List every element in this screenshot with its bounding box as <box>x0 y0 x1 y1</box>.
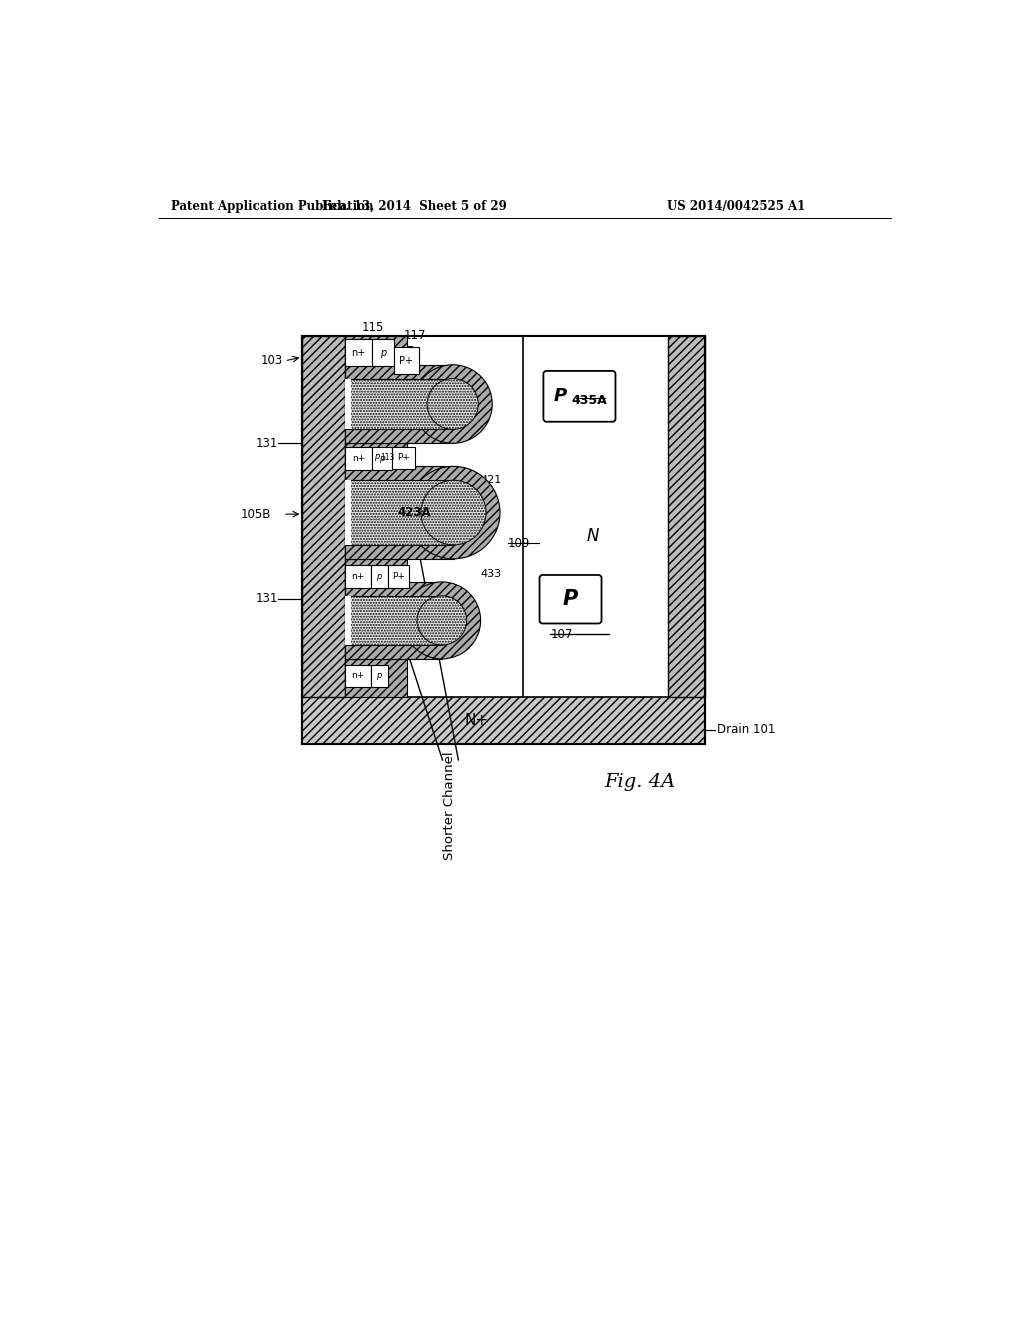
Text: N: N <box>587 527 599 545</box>
Bar <box>302 335 706 697</box>
FancyBboxPatch shape <box>544 371 615 422</box>
Text: P: P <box>554 387 567 405</box>
Ellipse shape <box>421 480 486 545</box>
Text: 113: 113 <box>380 454 394 462</box>
Bar <box>345 480 351 545</box>
Bar <box>345 545 454 558</box>
Ellipse shape <box>417 595 467 645</box>
Bar <box>345 595 442 645</box>
Text: US 2014/0042525 A1: US 2014/0042525 A1 <box>667 199 805 213</box>
Bar <box>302 335 706 743</box>
Text: Patent Application Publication: Patent Application Publication <box>171 199 373 213</box>
Ellipse shape <box>414 364 493 444</box>
Bar <box>345 645 442 659</box>
Text: 103: 103 <box>261 354 283 367</box>
Text: Fig. 4A: Fig. 4A <box>604 774 675 791</box>
Bar <box>302 335 345 697</box>
Ellipse shape <box>403 582 480 659</box>
Bar <box>345 582 442 595</box>
Text: P+: P+ <box>396 454 410 462</box>
Text: n+: n+ <box>352 454 366 463</box>
Text: P: P <box>563 589 579 610</box>
Bar <box>302 697 706 743</box>
Text: P+: P+ <box>392 572 404 581</box>
Bar <box>345 466 454 480</box>
Text: p: p <box>377 572 382 581</box>
Bar <box>391 447 415 469</box>
Text: 107: 107 <box>550 628 572 640</box>
Text: p: p <box>379 454 385 463</box>
Text: p: p <box>377 672 382 680</box>
Bar <box>345 379 351 429</box>
Bar <box>345 335 407 364</box>
Bar <box>345 364 453 379</box>
Bar <box>345 558 407 582</box>
Bar <box>372 447 391 470</box>
Bar <box>345 659 407 697</box>
Text: 433: 433 <box>480 569 502 579</box>
Text: 131: 131 <box>255 437 278 450</box>
Text: n+: n+ <box>351 672 365 680</box>
Bar <box>345 379 453 429</box>
Text: 105B: 105B <box>241 508 271 520</box>
Text: Shorter Channel: Shorter Channel <box>443 751 456 859</box>
Text: n+: n+ <box>351 348 366 358</box>
Bar <box>669 335 706 697</box>
Bar <box>388 565 410 589</box>
Bar <box>302 335 706 743</box>
Bar <box>345 480 454 545</box>
Text: 109: 109 <box>508 537 530 550</box>
Bar <box>345 595 351 645</box>
Text: N+: N+ <box>465 713 488 729</box>
Text: 131: 131 <box>255 593 278 606</box>
Bar <box>345 339 372 367</box>
Text: 423A: 423A <box>398 506 431 519</box>
Bar <box>371 565 388 589</box>
Text: P+: P+ <box>399 355 414 366</box>
Ellipse shape <box>407 466 500 558</box>
Text: 435A: 435A <box>571 395 607 408</box>
Text: Drain 101: Drain 101 <box>717 723 775 737</box>
Bar <box>345 447 372 470</box>
FancyBboxPatch shape <box>540 576 601 623</box>
Text: 115: 115 <box>361 321 384 334</box>
Bar <box>371 665 388 686</box>
Bar <box>394 347 419 374</box>
Bar <box>345 444 407 466</box>
Bar <box>372 339 394 367</box>
Text: n+: n+ <box>351 572 365 581</box>
Text: 421: 421 <box>480 475 502 486</box>
Text: p: p <box>380 348 386 358</box>
Bar <box>345 565 371 589</box>
Ellipse shape <box>427 379 478 429</box>
Text: Feb. 13, 2014  Sheet 5 of 29: Feb. 13, 2014 Sheet 5 of 29 <box>323 199 507 213</box>
Text: 117: 117 <box>403 329 426 342</box>
Text: p: p <box>375 451 380 461</box>
Bar <box>345 665 371 686</box>
Bar <box>345 429 453 444</box>
